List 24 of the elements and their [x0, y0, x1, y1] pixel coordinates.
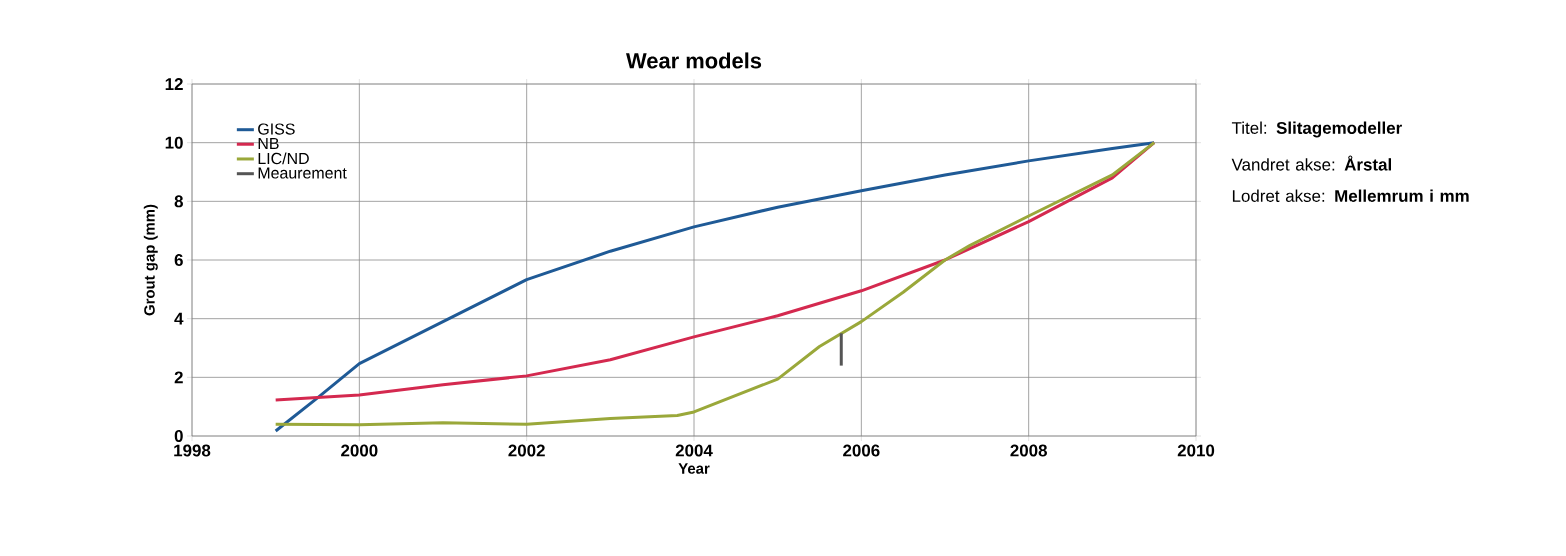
x-tick-label: 2004 — [675, 444, 713, 457]
text: Lodret akse: Mellemrum i mm — [1232, 189, 1469, 202]
x-tick-label: 2008 — [1010, 444, 1047, 457]
y-tick-label: 12 — [165, 78, 183, 90]
y-tick-label: 2 — [174, 371, 183, 384]
legend-label: NB — [258, 138, 279, 149]
y-tick-label: 0 — [174, 430, 183, 443]
x-tick-label: 1998 — [174, 444, 211, 457]
y-axis-title: Grout gap (mm) — [143, 204, 158, 316]
text: Vandret akse: Årstal — [1231, 155, 1391, 171]
y-tick-label: 6 — [174, 254, 183, 267]
x-tick-label: 2002 — [508, 444, 545, 457]
legend-label: GISS — [258, 123, 295, 135]
y-tick-label: 4 — [174, 312, 184, 325]
x-axis-title: Year — [678, 463, 710, 474]
x-tick-label: 2006 — [843, 444, 880, 457]
x-tick-label: 2000 — [341, 444, 378, 457]
y-tick-label: 8 — [174, 195, 183, 208]
text: Titel: Slitagemodeller — [1231, 121, 1402, 138]
legend-label: LIC/ND — [258, 152, 309, 165]
y-tick-label: 10 — [165, 136, 183, 149]
legend-label: Meaurement — [258, 167, 347, 179]
chart-title: Wear models — [626, 52, 762, 69]
x-tick-label: 2010 — [1177, 444, 1215, 457]
